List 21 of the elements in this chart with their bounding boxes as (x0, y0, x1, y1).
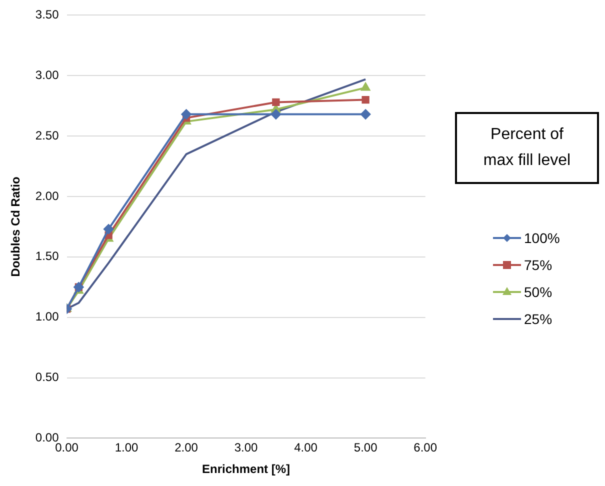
x-tick-label: 0.00 (55, 440, 79, 455)
x-tick-label: 1.00 (114, 440, 139, 455)
y-tick-label: 3.00 (35, 68, 60, 82)
legend-label: 50% (524, 284, 552, 300)
y-tick-label: 1.00 (35, 310, 60, 324)
x-tick-label: 3.00 (234, 440, 258, 455)
legend-label: 100% (524, 230, 560, 246)
x-tick-label: 6.00 (414, 440, 438, 455)
legend-label: 75% (524, 256, 552, 272)
legend-title: Percent of max fill level (455, 112, 599, 184)
y-tick-label: 2.50 (35, 128, 60, 142)
y-tick-label: 3.50 (35, 8, 60, 22)
legend-label: 25% (524, 310, 552, 326)
y-tick-label: 1.50 (35, 249, 60, 264)
y-tick-label: 2.00 (35, 188, 60, 203)
x-tick-label: 2.00 (174, 440, 198, 455)
x-axis-title: Enrichment [%] (202, 462, 290, 476)
y-tick-label: 0.50 (35, 370, 60, 384)
x-tick-label: 4.00 (294, 440, 318, 455)
x-tick-label: 5.00 (354, 440, 378, 455)
y-axis-title: Doubles Cd Ratio (8, 176, 23, 277)
